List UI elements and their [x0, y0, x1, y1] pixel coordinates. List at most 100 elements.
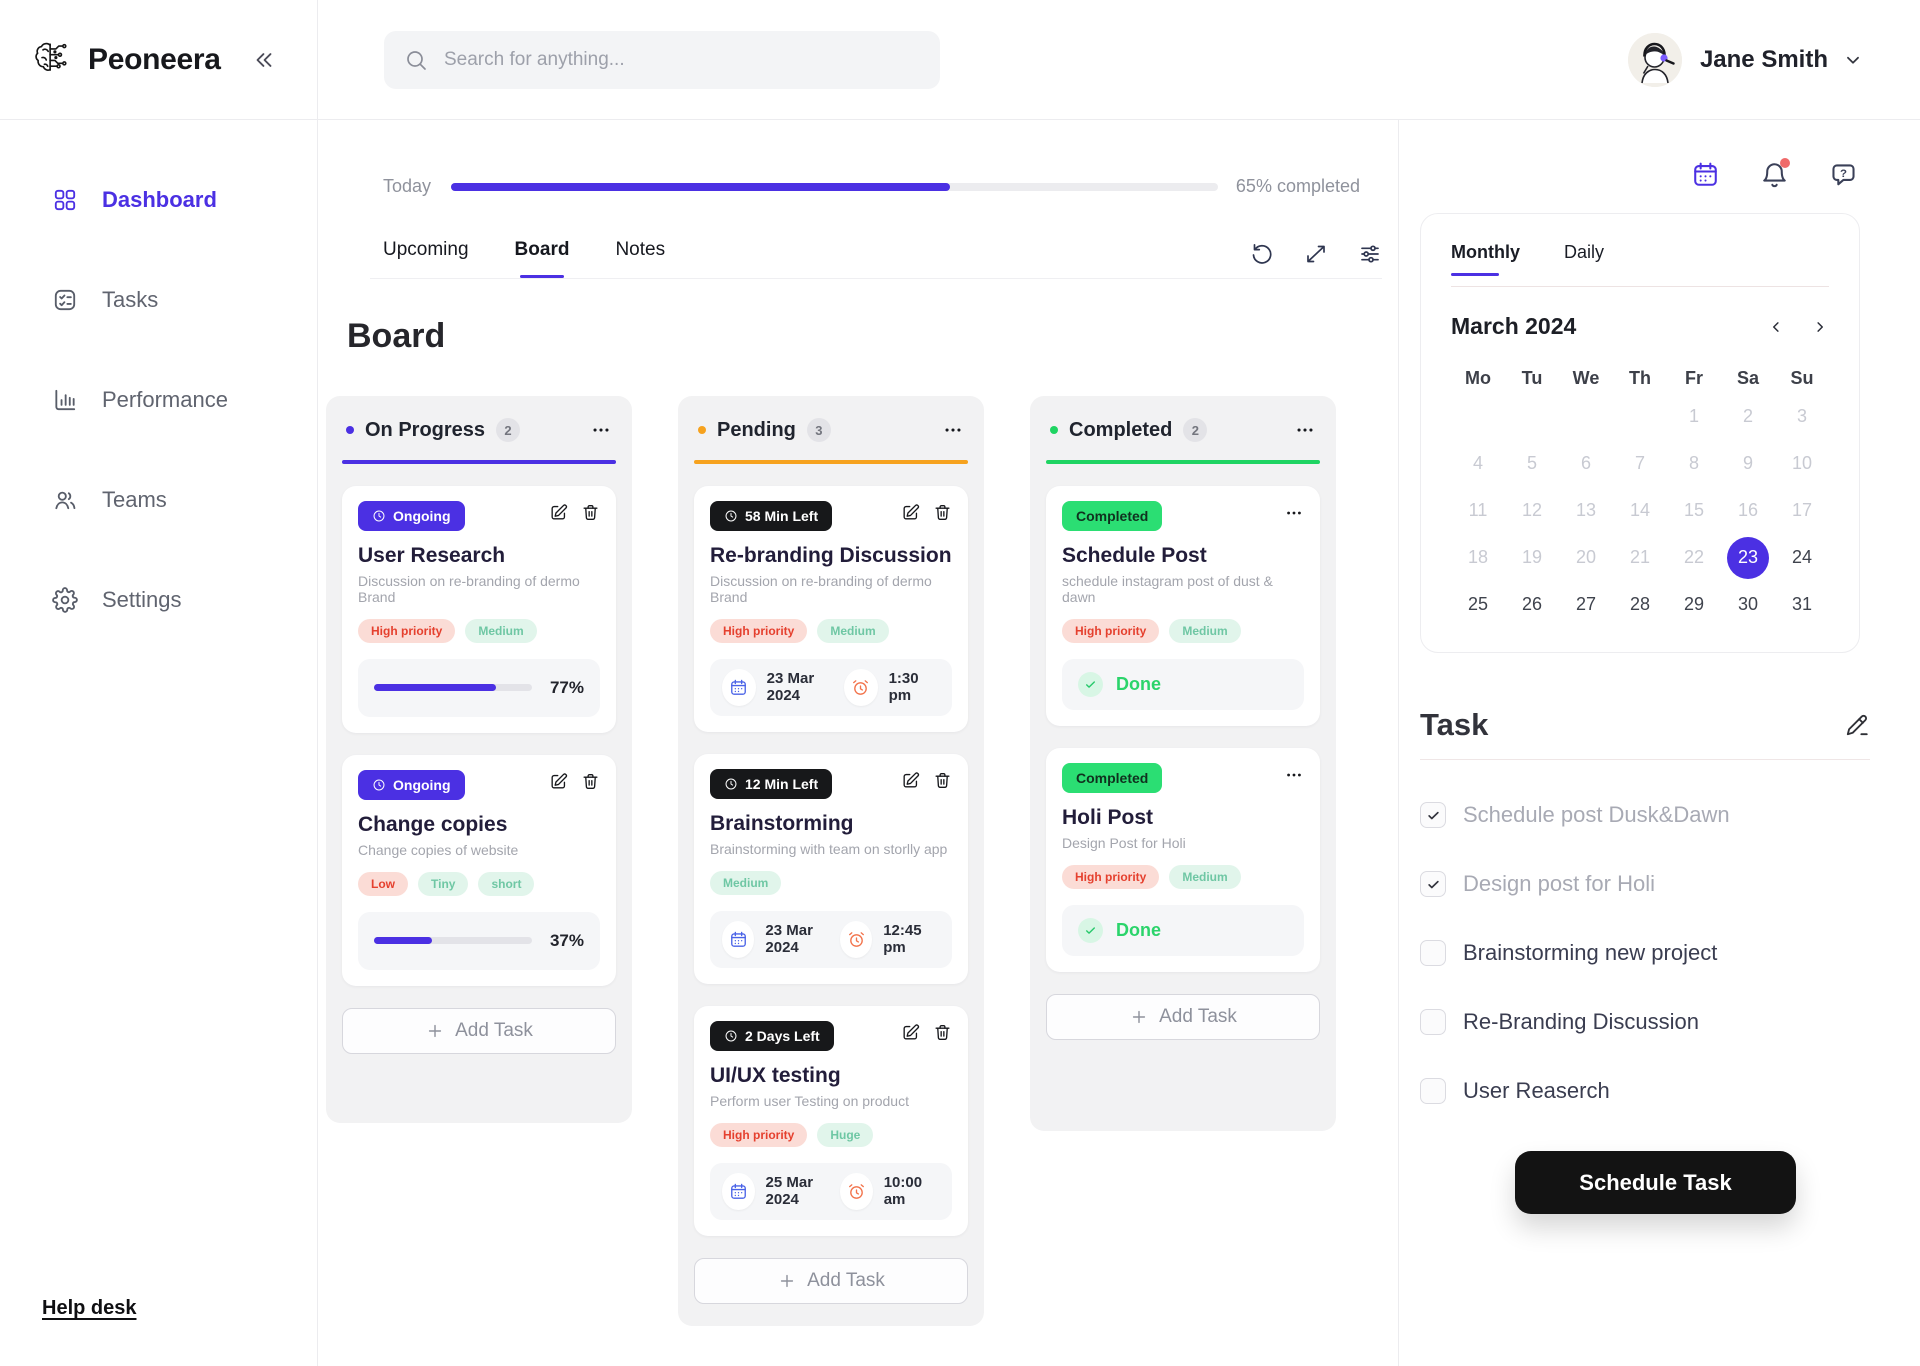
calendar-day[interactable]: 3	[1775, 393, 1829, 440]
profile-menu[interactable]: Jane Smith	[1627, 32, 1864, 87]
tab-notes[interactable]: Notes	[615, 239, 666, 260]
calendar-day[interactable]: 12	[1505, 487, 1559, 534]
calendar-day[interactable]: 17	[1775, 487, 1829, 534]
edit-icon[interactable]	[549, 772, 568, 791]
calendar-day[interactable]: 25	[1451, 581, 1505, 628]
calendar-day[interactable]: 27	[1559, 581, 1613, 628]
calendar-day[interactable]: 15	[1667, 487, 1721, 534]
calendar-day[interactable]: 28	[1613, 581, 1667, 628]
card-progress-percent: 77%	[549, 677, 584, 697]
task-checkbox[interactable]	[1420, 871, 1446, 897]
calendar-day[interactable]: 4	[1451, 440, 1505, 487]
menu-dots-icon[interactable]	[1284, 765, 1304, 785]
column-menu-icon[interactable]	[942, 419, 964, 441]
calendar-day[interactable]: 20	[1559, 534, 1613, 581]
search-icon	[404, 48, 428, 72]
calendar-day[interactable]: 10	[1775, 440, 1829, 487]
sidebar-item-settings[interactable]: Settings	[0, 576, 317, 624]
calendar-empty-cell	[1559, 393, 1613, 440]
calendar-day[interactable]: 7	[1613, 440, 1667, 487]
toolbar-filter-icon[interactable]	[1358, 242, 1382, 266]
sidebar-item-dashboard[interactable]: Dashboard	[0, 176, 317, 224]
sidebar-collapse-icon[interactable]	[251, 47, 277, 73]
menu-dots-icon[interactable]	[1284, 503, 1304, 523]
calendar-day[interactable]: 29	[1667, 581, 1721, 628]
calendar-tab-monthly[interactable]: Monthly	[1451, 242, 1520, 276]
date-chip	[722, 920, 755, 958]
calendar-day[interactable]: 24	[1775, 534, 1829, 581]
done-check-icon	[1078, 917, 1103, 943]
card-tags: High priority Medium	[358, 618, 600, 643]
calendar-tab-daily[interactable]: Daily	[1564, 242, 1605, 262]
header-help-icon[interactable]: ?	[1829, 160, 1858, 189]
toolbar-refresh-icon[interactable]	[1250, 242, 1274, 266]
daily-progress: Today 65% completed	[383, 176, 1360, 197]
schedule-task-button[interactable]: Schedule Task	[1515, 1151, 1796, 1214]
header-bell-icon[interactable]	[1760, 158, 1790, 189]
calendar-day-number: 30	[1737, 594, 1759, 614]
task-card[interactable]: Completed Schedule Post schedule instagram…	[1046, 485, 1320, 726]
checklist-item: Schedule post Dusk&Dawn	[1420, 802, 1870, 828]
edit-tasks-pencil-icon[interactable]	[1844, 712, 1870, 738]
sidebar-item-performance[interactable]: Performance	[0, 376, 317, 424]
task-card[interactable]: Completed Holi Post Design Post for Holi Hi…	[1046, 747, 1320, 972]
task-card[interactable]: Ongoing User Research Discussion on re-bra…	[342, 485, 616, 733]
calendar-day[interactable]: 5	[1505, 440, 1559, 487]
edit-icon[interactable]	[901, 771, 920, 790]
trash-icon[interactable]	[581, 772, 600, 791]
tag-high-priority: High priority	[1062, 864, 1160, 889]
help-desk-link[interactable]: Help desk	[42, 1297, 137, 1319]
sidebar-item-tasks[interactable]: Tasks	[0, 276, 317, 324]
edit-icon[interactable]	[549, 503, 568, 522]
calendar-prev-icon[interactable]	[1767, 318, 1785, 336]
calendar-day[interactable]: 31	[1775, 581, 1829, 628]
card-footer: 37%	[358, 911, 600, 970]
trash-icon[interactable]	[581, 503, 600, 522]
task-card[interactable]: 2 Days Left UI/UX testing Perform user Tes…	[694, 1005, 968, 1236]
task-checkbox[interactable]	[1420, 1009, 1446, 1035]
calendar-day[interactable]: 9	[1721, 440, 1775, 487]
date-chip	[722, 668, 756, 706]
trash-icon[interactable]	[933, 771, 952, 790]
tab-board[interactable]: Board	[515, 239, 570, 278]
edit-icon[interactable]	[901, 503, 920, 522]
task-card[interactable]: Ongoing Change copies Change copies of web…	[342, 754, 616, 986]
calendar-day[interactable]: 8	[1667, 440, 1721, 487]
card-footer: 23 Mar 2024 1:30 pm	[710, 658, 952, 716]
trash-icon[interactable]	[933, 1023, 952, 1042]
calendar-day[interactable]: 22	[1667, 534, 1721, 581]
calendar-day[interactable]: 23	[1721, 534, 1775, 581]
add-task-button[interactable]: Add Task	[342, 1007, 616, 1054]
calendar-day[interactable]: 14	[1613, 487, 1667, 534]
calendar-day[interactable]: 2	[1721, 393, 1775, 440]
task-checkbox[interactable]	[1420, 802, 1446, 828]
task-card[interactable]: 58 Min Left Re-branding Discussion Discuss…	[694, 485, 968, 732]
calendar-day[interactable]: 13	[1559, 487, 1613, 534]
task-panel-title: Task	[1420, 707, 1489, 742]
calendar-day[interactable]: 6	[1559, 440, 1613, 487]
column-header: On Progress 2	[342, 418, 616, 442]
calendar-day[interactable]: 11	[1451, 487, 1505, 534]
sidebar-item-teams[interactable]: Teams	[0, 476, 317, 524]
calendar-day[interactable]: 19	[1505, 534, 1559, 581]
task-checkbox[interactable]	[1420, 1078, 1446, 1104]
header-calendar-icon[interactable]	[1691, 160, 1720, 189]
task-card[interactable]: 12 Min Left Brainstorming Brainstorming wi…	[694, 753, 968, 984]
calendar-day[interactable]: 26	[1505, 581, 1559, 628]
calendar-day[interactable]: 18	[1451, 534, 1505, 581]
column-menu-icon[interactable]	[1294, 419, 1316, 441]
calendar-day[interactable]: 21	[1613, 534, 1667, 581]
add-task-button[interactable]: Add Task	[694, 1257, 968, 1304]
calendar-day[interactable]: 1	[1667, 393, 1721, 440]
tab-upcoming[interactable]: Upcoming	[383, 239, 469, 260]
task-checkbox[interactable]	[1420, 940, 1446, 966]
calendar-next-icon[interactable]	[1811, 318, 1829, 336]
calendar-day[interactable]: 30	[1721, 581, 1775, 628]
trash-icon[interactable]	[933, 503, 952, 522]
toolbar-expand-icon[interactable]	[1304, 242, 1328, 266]
calendar-day[interactable]: 16	[1721, 487, 1775, 534]
edit-icon[interactable]	[901, 1023, 920, 1042]
column-menu-icon[interactable]	[590, 419, 612, 441]
search-input[interactable]	[442, 47, 922, 72]
add-task-button[interactable]: Add Task	[1046, 993, 1320, 1040]
